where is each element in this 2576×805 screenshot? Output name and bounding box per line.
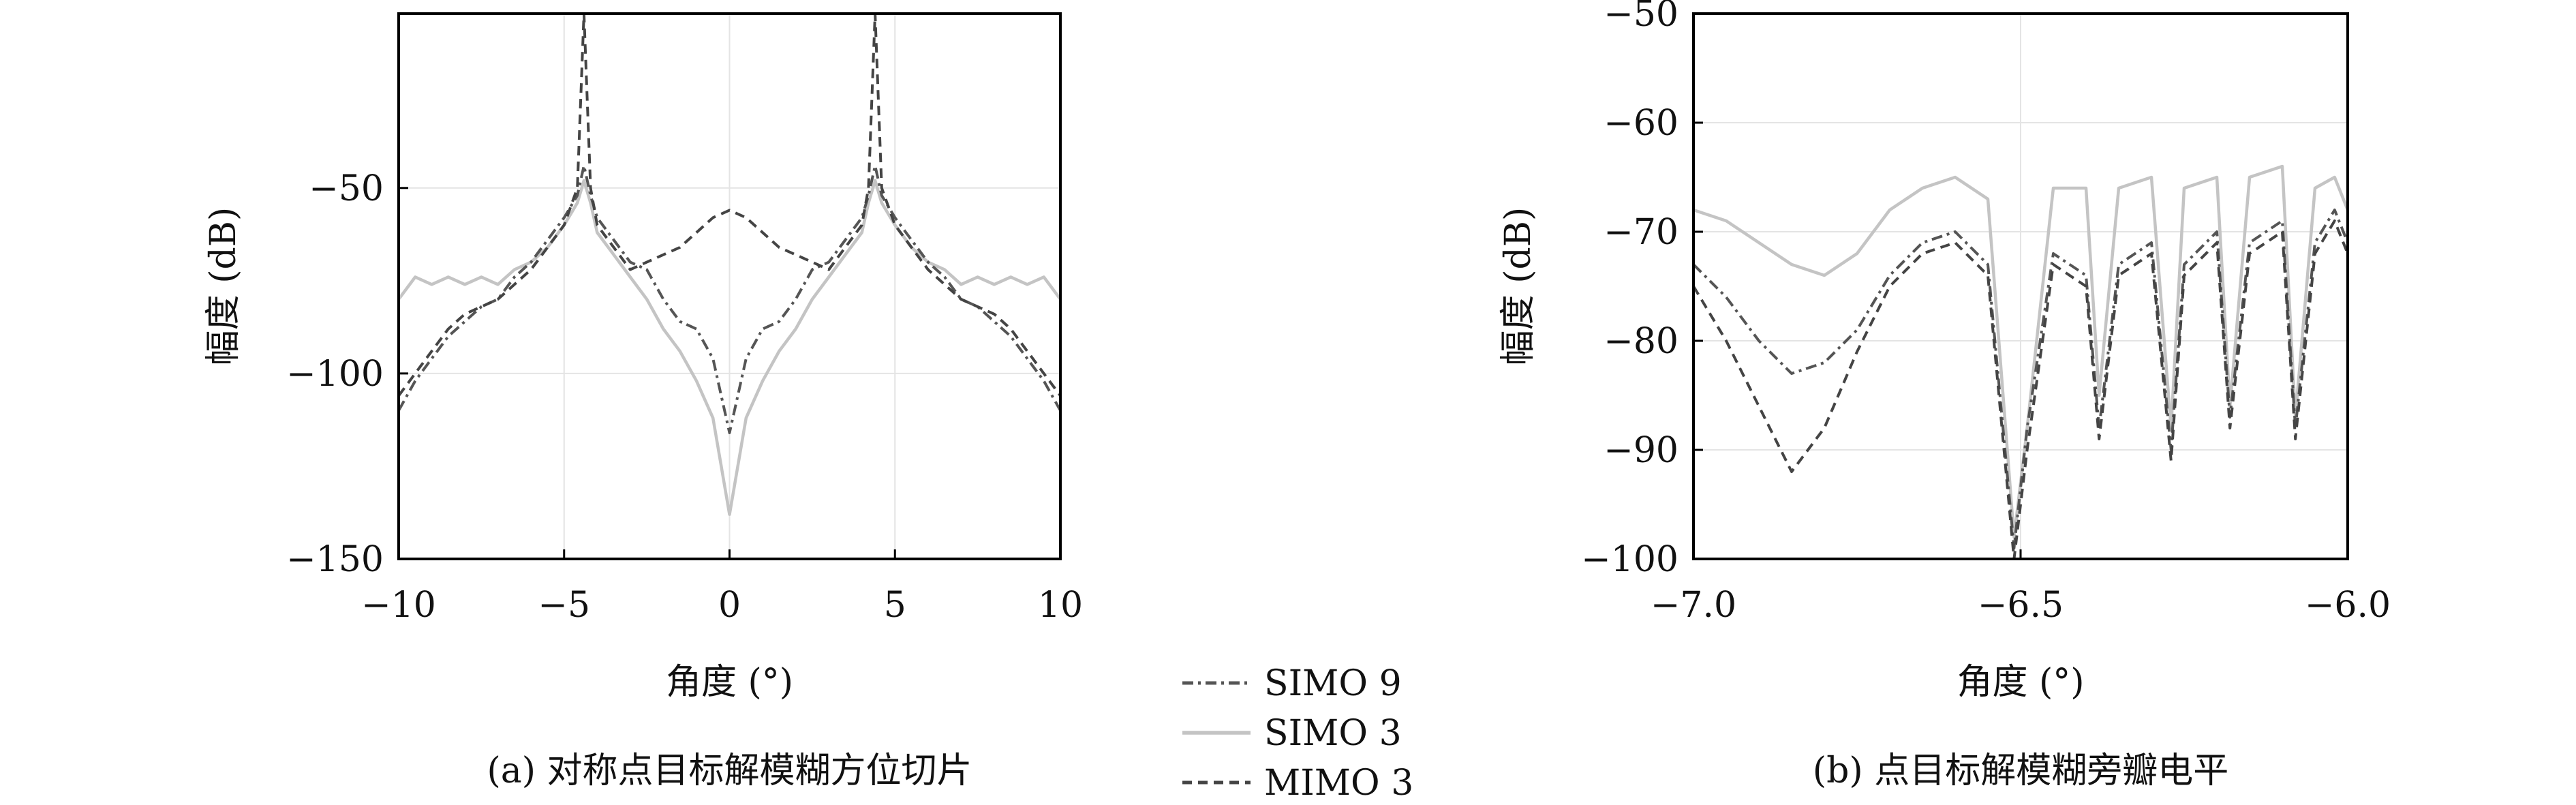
a-xtick-label-3: 5 <box>884 585 906 626</box>
a-series-mimo-3 <box>399 14 1060 397</box>
b-xtick-label-0: −7.0 <box>1651 585 1736 626</box>
b-ytick-label-5: −50 <box>1604 0 1678 35</box>
b-xtick-label-1: −6.5 <box>1978 585 2064 626</box>
a-caption: (a) 对称点目标解模糊方位切片 <box>487 750 972 791</box>
legend: SIMO 9 SIMO 3 MIMO 3 <box>1182 663 1413 804</box>
a-xtick-label-4: 10 <box>1038 585 1083 626</box>
panel-b: −7.0 −6.5 −6.0 −100 −90 −80 −70 −60 −50 角度 (°) 幅度 … <box>1498 0 2391 791</box>
b-xtick-label-2: −6.0 <box>2305 585 2391 626</box>
b-ytick-label-1: −90 <box>1604 430 1678 471</box>
a-series-simo-3 <box>399 179 1060 516</box>
a-xtick-label-1: −5 <box>538 585 590 626</box>
b-series-simo-9 <box>1693 209 2348 549</box>
a-xtick-label-2: 0 <box>718 585 741 626</box>
a-ytick-label-1: −100 <box>286 354 384 395</box>
legend-label-simo-3: SIMO 3 <box>1264 713 1402 754</box>
a-xlabel: 角度 (°) <box>666 662 793 703</box>
b-ytick-label-2: −80 <box>1604 321 1678 362</box>
legend-label-simo-9: SIMO 9 <box>1264 663 1402 704</box>
b-caption: (b) 点目标解模糊旁瓣电平 <box>1813 750 2228 791</box>
a-xtick-label-0: −10 <box>361 585 436 626</box>
a-ylabel: 幅度 (dB) <box>203 207 244 366</box>
b-series-mimo-3 <box>1693 219 2348 559</box>
a-ytick-label-0: −150 <box>286 539 384 580</box>
b-series-simo-3 <box>1693 164 2348 539</box>
b-xlabel: 角度 (°) <box>1957 662 2084 703</box>
b-ytick-label-4: −60 <box>1604 103 1678 144</box>
legend-label-mimo-3: MIMO 3 <box>1264 763 1413 804</box>
a-ytick-label-2: −50 <box>309 168 384 209</box>
a-series-simo-9 <box>399 164 1060 434</box>
b-ytick-label-0: −100 <box>1581 539 1678 580</box>
b-ytick-label-3: −70 <box>1604 212 1678 253</box>
b-ylabel: 幅度 (dB) <box>1498 207 1539 366</box>
